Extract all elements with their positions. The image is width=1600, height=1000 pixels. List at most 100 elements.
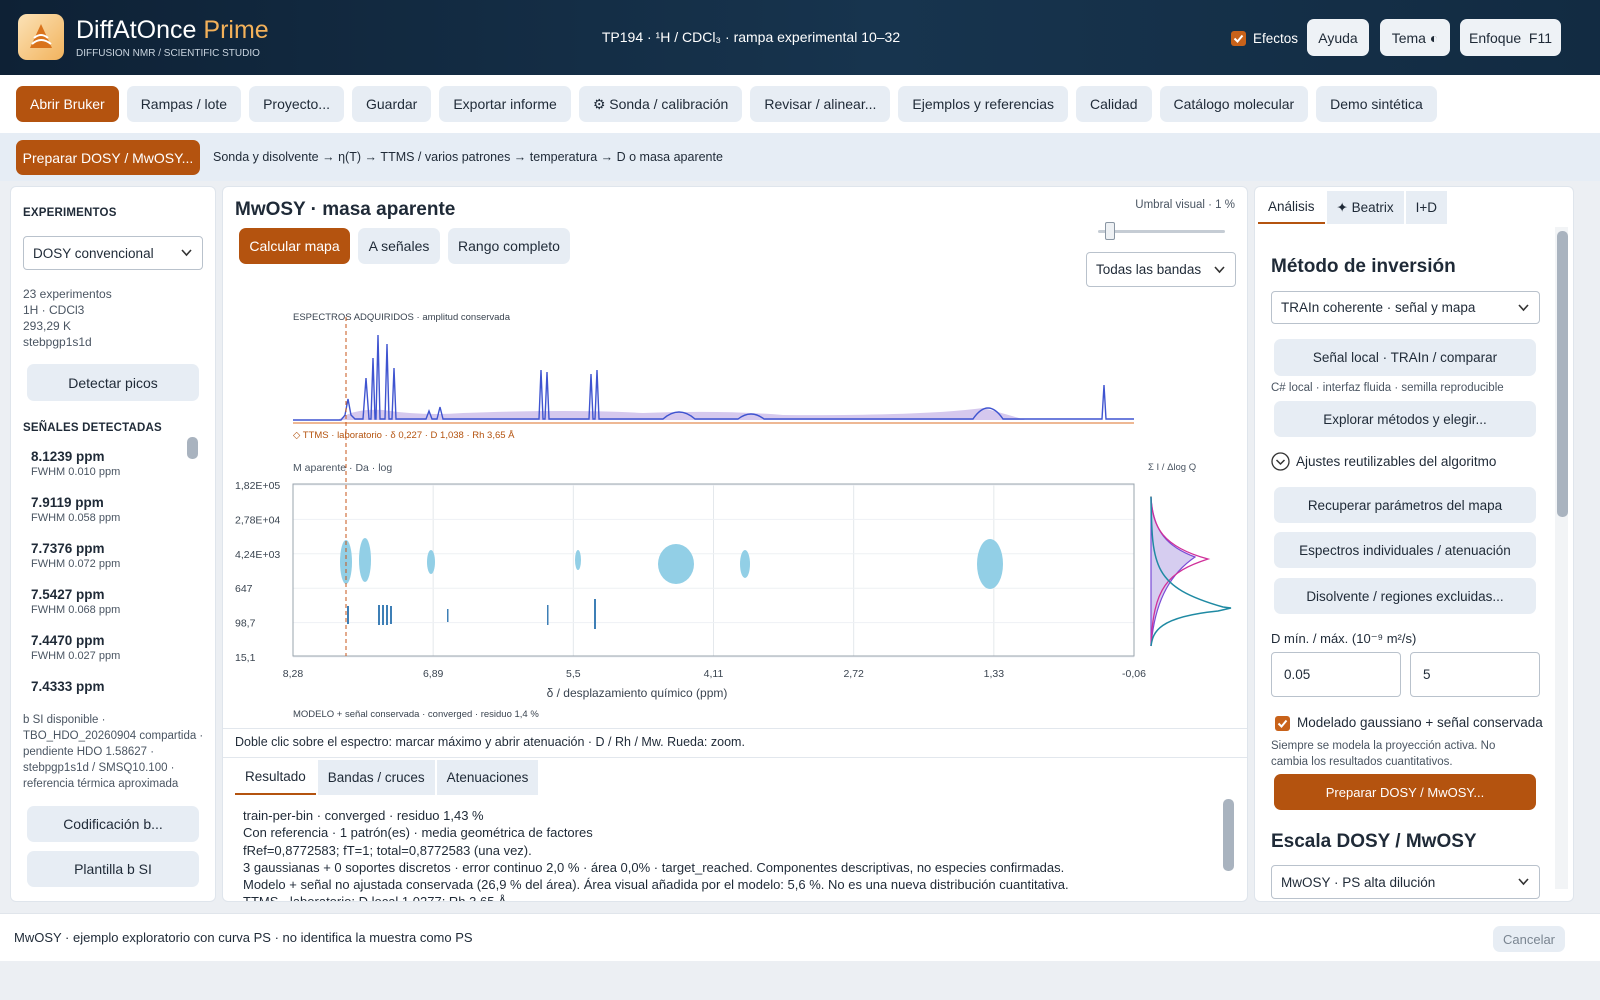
method-select[interactable]: TRAIn coherente · señal y mapa [1271, 291, 1540, 324]
map-blob [359, 538, 371, 582]
spectra-button[interactable]: Espectros individuales / atenuación [1274, 532, 1536, 568]
cancel-button[interactable]: Cancelar [1493, 926, 1565, 952]
signal-list: 8.1239 ppm FWHM 0.010 ppm 7.9119 ppm FWHM 0… [23, 445, 189, 701]
result-tabs: Resultado Bandas / cruces Atenuaciones [235, 760, 539, 795]
model-note: MODELO + señal conservada · converged · … [293, 709, 539, 720]
side-tab[interactable]: I+D [1405, 191, 1448, 224]
signal-fwhm: FWHM 0.072 ppm [31, 558, 121, 570]
solvent-button[interactable]: Disolvente / regiones excluidas... [1274, 578, 1536, 614]
result-line: Modelo + señal no ajustada conservada (2… [243, 877, 1069, 893]
map-streak [382, 605, 384, 625]
projection-fill [1150, 496, 1197, 647]
right-scrollbar[interactable] [1557, 231, 1568, 517]
toolbar-button[interactable]: Ejemplos y referencias [898, 86, 1069, 122]
toolbar-button[interactable]: Abrir Bruker [16, 86, 119, 122]
threshold-thumb[interactable] [1105, 222, 1115, 240]
to-signals-button[interactable]: A señales [358, 228, 440, 264]
result-line: train-per-bin · converged · residuo 1,43… [243, 808, 484, 823]
x-tick-label: 6,89 [423, 668, 444, 680]
detect-peaks-button[interactable]: Detectar picos [27, 364, 199, 401]
theme-button[interactable]: Tema ◐ [1380, 19, 1450, 56]
result-text: train-per-bin · converged · residuo 1,43… [243, 807, 1203, 901]
map-blobs [340, 538, 1003, 589]
signal-item[interactable]: 7.4470 ppm FWHM 0.027 ppm [31, 633, 120, 662]
x-tick-label: 8,28 [283, 668, 304, 680]
compare-button[interactable]: Señal local · TRAIn / comparar [1274, 339, 1536, 376]
map-blob [740, 550, 750, 578]
map-blob [575, 550, 581, 570]
y-tick-label: 98,7 [235, 618, 256, 630]
d-min-input[interactable]: 0.05 [1271, 652, 1401, 697]
recover-button[interactable]: Recuperar parámetros del mapa [1274, 487, 1536, 523]
effects-checkbox[interactable] [1231, 31, 1246, 46]
threshold-slider[interactable] [1098, 230, 1225, 233]
full-range-button[interactable]: Rango completo [448, 228, 570, 264]
y-tick-label: 2,78E+04 [235, 514, 280, 526]
toggle-icon [1271, 452, 1290, 471]
toolbar-button[interactable]: Calidad [1076, 86, 1152, 122]
center-panel: MwOSY · masa aparente Calcular mapa A se… [222, 186, 1248, 902]
bands-select[interactable]: Todas las bandas [1086, 252, 1236, 287]
side-tab[interactable]: ✦ Beatrix [1326, 191, 1404, 224]
signal-scrollbar[interactable] [187, 437, 198, 459]
toolbar-button[interactable]: Catálogo molecular [1159, 86, 1309, 122]
nmr-plot[interactable]: ESPECTROS ADQUIRIDOS · amplitud conserva… [223, 187, 1248, 727]
result-tab[interactable]: Atenuaciones [436, 760, 539, 795]
template-button[interactable]: Plantilla b SI [27, 851, 199, 887]
result-line: Con referencia · 1 patrón(es) · media ge… [243, 825, 593, 841]
toolbar-button[interactable]: ⚙ Sonda / calibración [578, 86, 743, 122]
gauss-label: Modelado gaussiano + señal conservada [1297, 715, 1543, 730]
settings-toggle-text: Ajustes reutilizables del algoritmo [1296, 454, 1497, 469]
toolbar-button[interactable]: Demo sintética [1316, 86, 1437, 122]
right-tabs: Análisis ✦ Beatrix I+D [1258, 191, 1448, 224]
gauss-note-line: cambia los resultados cuantitativos. [1271, 756, 1453, 768]
result-scrollbar[interactable] [1223, 799, 1234, 871]
signal-item[interactable]: 7.5427 ppm FWHM 0.068 ppm [31, 587, 120, 616]
signal-ppm: 7.4470 ppm [31, 633, 105, 648]
experiment-info-line: stebpgp1s1d [23, 335, 92, 349]
signal-ppm: 7.9119 ppm [31, 495, 104, 510]
settings-toggle[interactable]: Ajustes reutilizables del algoritmo [1271, 452, 1496, 471]
workflow-steps: Sonda y disolvente → η(T) → TTMS / vario… [213, 150, 723, 164]
side-tab[interactable]: Análisis [1258, 191, 1325, 224]
result-tab[interactable]: Resultado [235, 760, 316, 795]
experiment-info: 23 experimentos 1H · CDCl3 293,29 K stebpgp… [23, 286, 112, 350]
y-tick-label: 4,24E+03 [235, 549, 280, 561]
logo-icon [30, 24, 52, 48]
help-button[interactable]: Ayuda [1307, 19, 1369, 56]
projection-curve [1150, 496, 1211, 647]
result-line: fRef=0,8772583; fT=1; total=0,8772583 (u… [243, 842, 532, 858]
d-max-input[interactable]: 5 [1410, 652, 1540, 697]
reference-label: ◇ TTMS · laboratorio · δ 0,227 · D 1,038… [293, 430, 515, 441]
toolbar-button[interactable]: Revisar / alinear... [750, 86, 891, 122]
map-label: M aparente · Da · log [293, 462, 392, 474]
toolbar-button[interactable]: Proyecto... [249, 86, 344, 122]
map-streak [386, 605, 388, 625]
signal-item[interactable]: 7.4333 ppm [31, 679, 105, 694]
spectrum-envelope [338, 408, 1025, 420]
signal-item[interactable]: 7.9119 ppm FWHM 0.058 ppm [31, 495, 120, 524]
experiment-select[interactable]: DOSY convencional [23, 236, 203, 270]
signal-item[interactable]: 7.7376 ppm FWHM 0.072 ppm [31, 541, 120, 570]
gauss-checkbox[interactable] [1275, 716, 1290, 731]
toolbar-button[interactable]: Rampas / lote [126, 86, 242, 122]
workflow-bar: Preparar DOSY / MwOSY... Sonda y disolve… [0, 133, 1600, 181]
scale-select[interactable]: MwOSY · PS alta dilución [1271, 865, 1540, 899]
focus-button[interactable]: Enfoque F11 [1460, 19, 1561, 56]
toolbar-button[interactable]: Exportar informe [439, 86, 571, 122]
encoding-button[interactable]: Codificación b... [27, 806, 199, 842]
signal-fwhm: FWHM 0.058 ppm [31, 512, 121, 524]
prepare-dosy-button[interactable]: Preparar DOSY / MwOSY... [16, 140, 200, 175]
signal-item[interactable]: 8.1239 ppm FWHM 0.010 ppm [31, 449, 120, 478]
prepare-button[interactable]: Preparar DOSY / MwOSY... [1274, 774, 1536, 810]
app-name: DiffAtOnce Prime [76, 16, 269, 45]
hint: Doble clic sobre el espectro: marcar máx… [235, 735, 745, 749]
x-tick-label: 5,5 [566, 668, 581, 680]
result-line: 3 gaussianas + 0 soportes discretos · er… [243, 859, 1065, 875]
gauss-note-line: Siempre se modela la proyección activa. … [1271, 740, 1496, 752]
compute-map-button[interactable]: Calcular mapa [239, 228, 350, 264]
explore-button[interactable]: Explorar métodos y elegir... [1274, 401, 1536, 437]
result-tab[interactable]: Bandas / cruces [317, 760, 435, 795]
method-heading: Método de inversión [1271, 256, 1456, 277]
toolbar-button[interactable]: Guardar [351, 86, 432, 122]
